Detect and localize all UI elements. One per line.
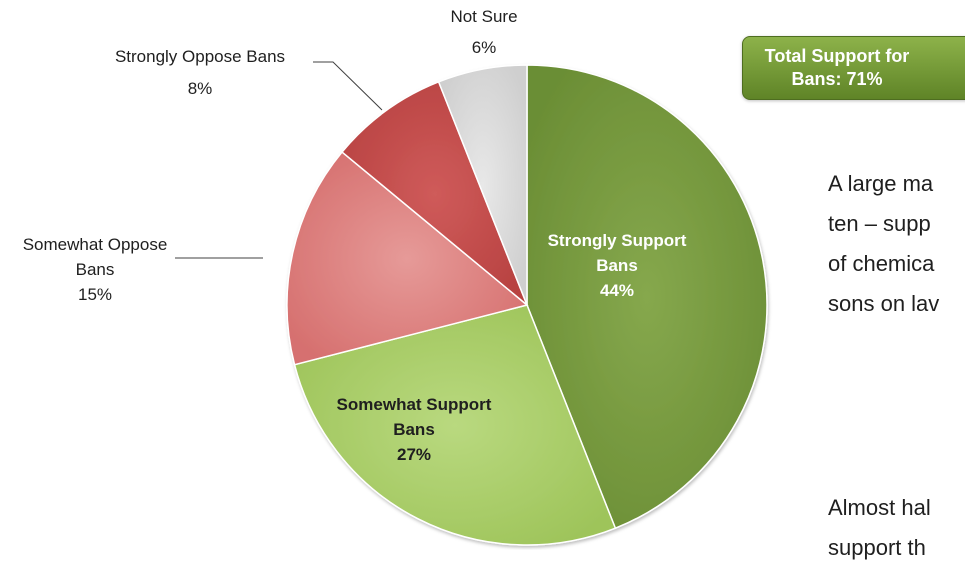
slice-value-label: 6%	[472, 38, 497, 57]
slice-label: Strongly Oppose Bans 8%	[115, 47, 285, 98]
pie-chart: Strongly Support Bans 44% Somewhat Support B…	[23, 7, 768, 546]
slice-name-label: Strongly Support	[548, 231, 687, 250]
slice-value-label: 44%	[600, 281, 634, 300]
body-paragraph-2: Almost hal support th	[828, 488, 931, 568]
slice-label: Somewhat Support Bans 27%	[337, 395, 492, 464]
slice-name-label: Somewhat Support	[337, 395, 492, 414]
total-support-badge: Total Support for Bans: 71%	[742, 36, 965, 100]
slice-name-label: Not Sure	[450, 7, 517, 26]
pie-slices	[286, 64, 768, 546]
pie-slice	[526, 64, 768, 530]
slice-value-label: 8%	[188, 79, 213, 98]
badge-line-1: Total Support for	[764, 46, 910, 66]
leader-lines	[175, 61, 383, 259]
body-line: of chemica	[828, 251, 935, 276]
body-line: A large ma	[828, 171, 934, 196]
badge-line-2: Bans: 71%	[791, 69, 883, 89]
slice-value-label: 27%	[397, 445, 431, 464]
body-line: support th	[828, 535, 926, 560]
slice-labels: Strongly Support Bans 44% Somewhat Support B…	[23, 7, 687, 464]
pie-slice	[286, 150, 529, 366]
body-line: sons on lav	[828, 291, 940, 316]
slice-value-label: 15%	[78, 285, 112, 304]
slice-label: Somewhat Oppose Bans 15%	[23, 235, 168, 304]
slice-name-label: Bans	[76, 260, 115, 279]
slice-label: Not Sure 6%	[450, 7, 517, 57]
body-paragraph-1: A large ma ten – supp of chemica sons on…	[828, 164, 939, 324]
slice-name-label: Bans	[596, 256, 638, 275]
slice-name-label: Strongly Oppose Bans	[115, 47, 285, 66]
pie-slice	[437, 64, 528, 306]
slice-label: Strongly Support Bans 44%	[548, 231, 687, 300]
pie-slice	[341, 80, 528, 306]
body-line: Almost hal	[828, 495, 931, 520]
leader-line	[313, 61, 383, 111]
slice-name-label: Somewhat Oppose	[23, 235, 168, 254]
pie-slice	[293, 304, 617, 546]
body-line: ten – supp	[828, 211, 931, 236]
slice-name-label: Bans	[393, 420, 435, 439]
